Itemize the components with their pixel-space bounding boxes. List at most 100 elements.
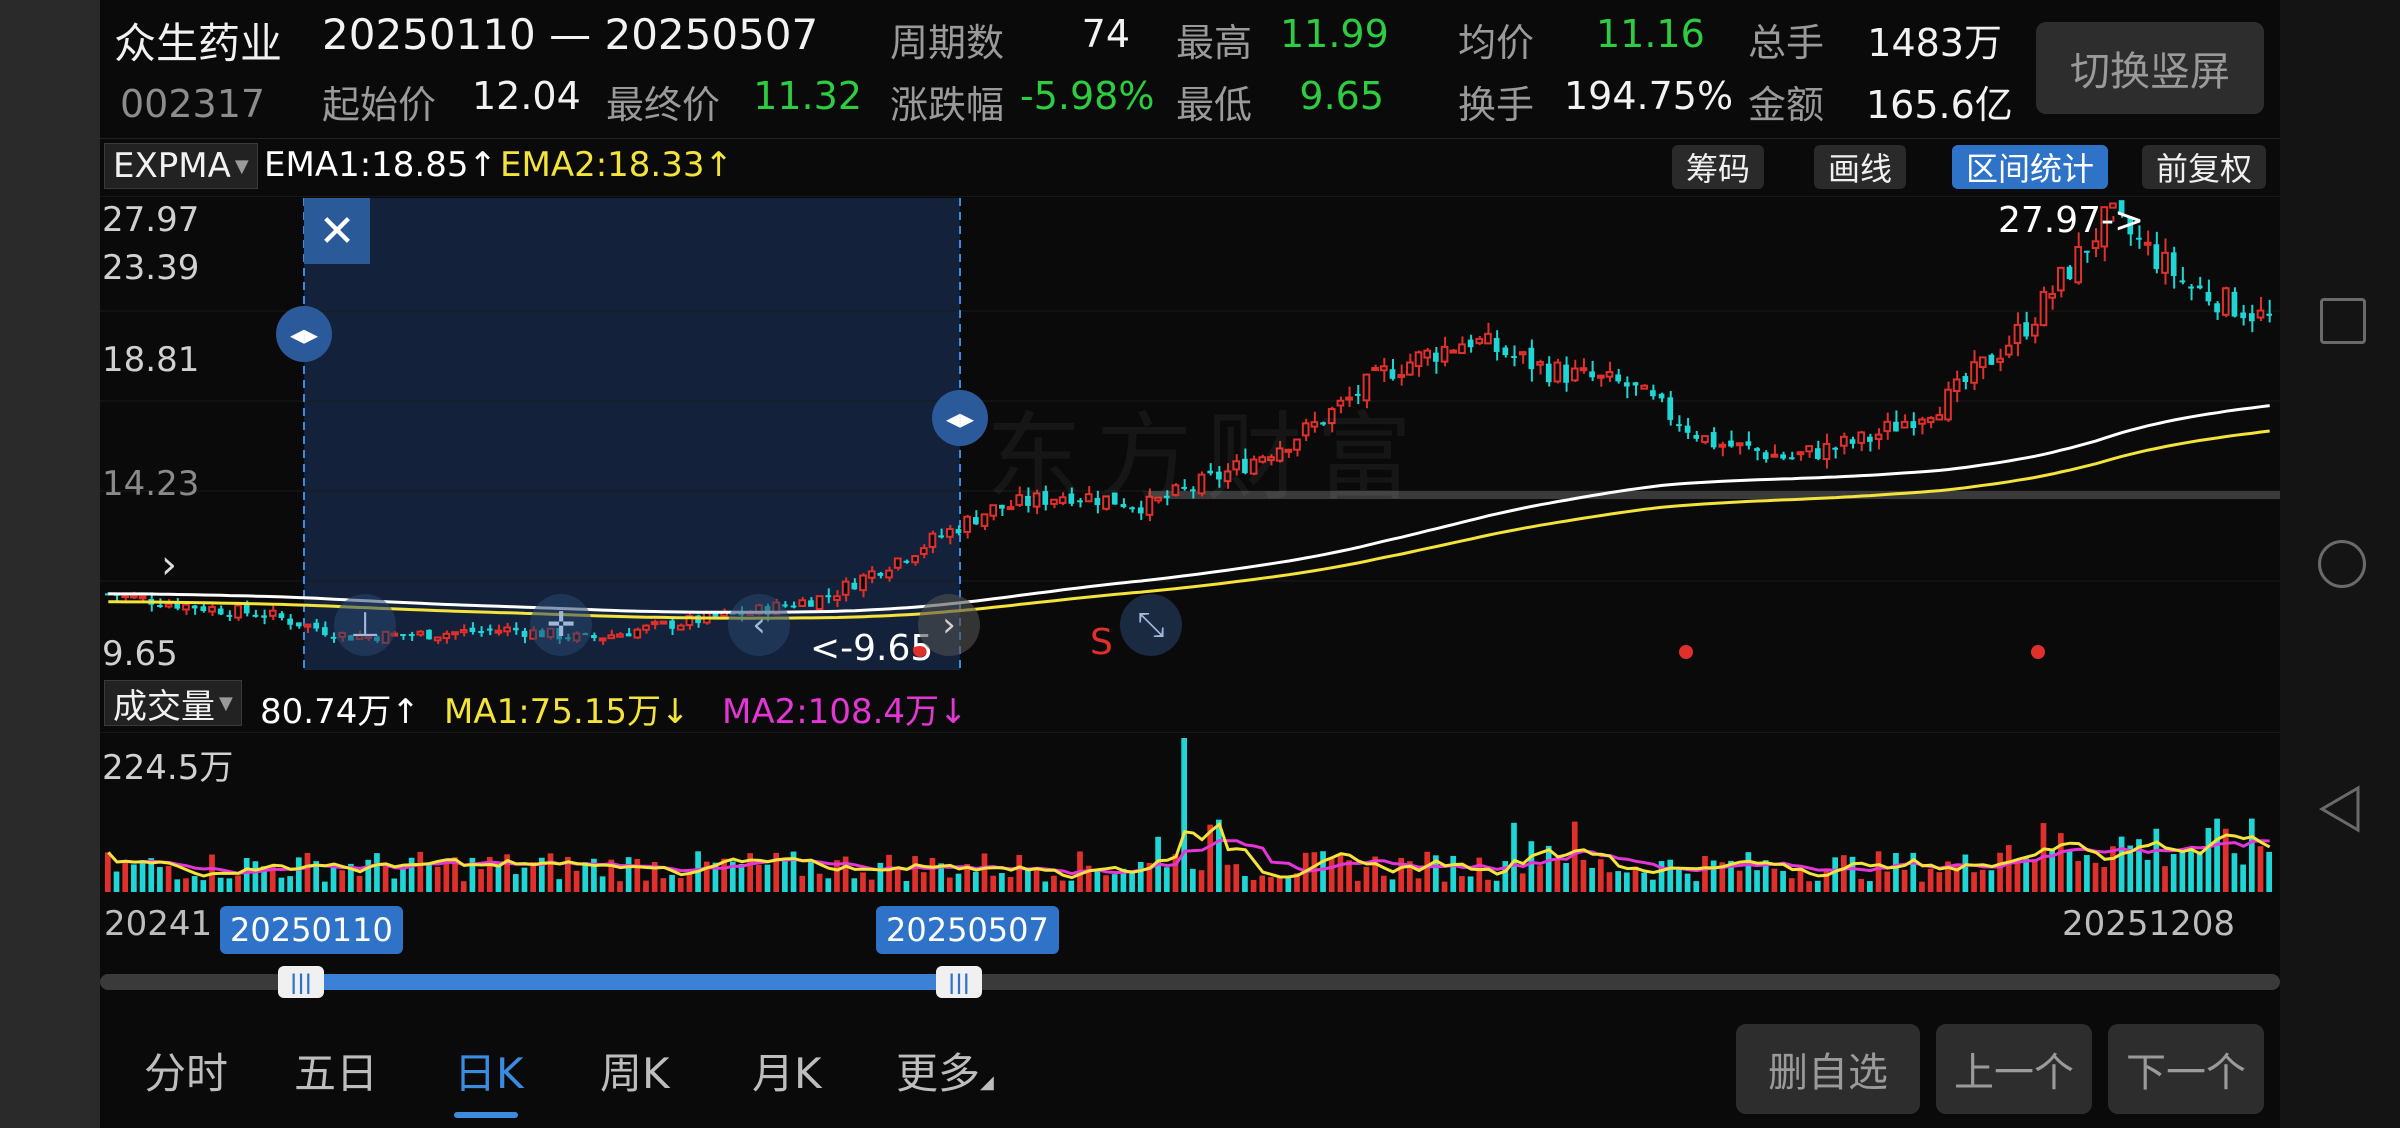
volume-bar [1398, 857, 1404, 892]
volume-bar [417, 851, 424, 892]
tab-intraday[interactable]: 分时 [144, 1049, 229, 1098]
previous-icon[interactable]: ‹ [728, 594, 790, 656]
volume-chart[interactable] [100, 732, 2280, 892]
volume-bar [929, 858, 936, 892]
turnover-label: 换手 [1458, 83, 1535, 127]
up-arrow-icon: ↑ [391, 692, 420, 732]
candle-body [1893, 421, 1899, 432]
tab-five-day[interactable]: 五日 [294, 1049, 379, 1098]
next-stock-button[interactable]: 下一个 [2108, 1024, 2264, 1114]
interval-end-drag-handle[interactable]: ◂▸ [932, 390, 988, 446]
volume-bar [1563, 863, 1569, 892]
recents-icon[interactable] [2320, 298, 2366, 344]
volume-bar [764, 864, 771, 892]
candle-body [1996, 357, 2004, 363]
interval-start-drag-handle[interactable]: ◂▸ [276, 306, 332, 362]
candle-body [1006, 506, 1015, 511]
volume-bar [1762, 860, 1769, 892]
candle-body [2214, 303, 2220, 313]
volume-bar [1589, 867, 1595, 892]
candle-body [1406, 361, 1414, 376]
candle-body [174, 601, 181, 609]
amount-value: 165.6亿 [1866, 83, 2013, 127]
crosshair-tool-icon[interactable]: ✛ [530, 594, 592, 656]
candle-body [1536, 361, 1544, 366]
volume-bar [2101, 867, 2108, 892]
next-icon[interactable]: › [918, 594, 980, 656]
candle-body [1077, 500, 1083, 503]
candle-body [2039, 290, 2048, 327]
period-tabs: 分时 五日 日K 周K 月K 更多◢ [100, 1020, 2280, 1128]
candle-body [2066, 266, 2073, 280]
candle-body [313, 622, 319, 629]
range-slider-start-handle[interactable]: ||| [278, 966, 324, 998]
volume-bar [1207, 824, 1214, 892]
candle-body [1935, 414, 1944, 421]
candle-body [2030, 323, 2039, 337]
candle-body [1735, 442, 1744, 447]
volume-bar [1450, 855, 1457, 892]
home-icon[interactable] [2318, 540, 2366, 588]
previous-stock-button[interactable]: 上一个 [1936, 1024, 2092, 1114]
collapse-icon[interactable]: ⤡ [1120, 594, 1182, 656]
candle-body [2240, 312, 2246, 319]
candle-body [1275, 447, 1284, 462]
total-hands-label: 总手 [1748, 21, 1825, 65]
candle-body [1050, 498, 1058, 505]
horizontal-line-tool-icon[interactable]: ⊥ [334, 594, 396, 656]
range-slider-end-handle[interactable]: ||| [936, 966, 982, 998]
candle-body [1362, 373, 1371, 402]
volume-bar [1997, 852, 2003, 892]
candle-body [1058, 496, 1067, 504]
tab-more[interactable]: 更多◢ [896, 1040, 994, 1101]
candlestick-chart[interactable]: S [100, 196, 2280, 672]
volume-bar [1806, 881, 1812, 892]
forward-adjust-button[interactable]: 前复权 [2142, 145, 2267, 189]
volume-bar [946, 877, 953, 892]
volume-bar [512, 874, 519, 892]
volume-bar [860, 872, 866, 892]
candle-body [2091, 240, 2100, 250]
ema1-value: EMA1:18.85 [264, 145, 469, 185]
chip-distribution-button[interactable]: 筹码 [1672, 145, 1765, 189]
candle-body [442, 632, 451, 640]
candle-body [919, 547, 928, 555]
volume-bar [1814, 880, 1821, 892]
switch-portrait-button[interactable]: 切换竖屏 [2036, 22, 2264, 114]
volume-bar [625, 857, 632, 892]
candle-body [243, 603, 250, 614]
volume-bar [1085, 865, 1092, 892]
candle-body [1832, 447, 1838, 450]
tab-daily-k[interactable]: 日K [454, 1049, 524, 1098]
indicator-selector[interactable]: EXPMA ▼ [104, 143, 258, 189]
volume-bar [1901, 869, 1908, 892]
volume-bar [183, 878, 189, 892]
volume-bar [981, 853, 988, 892]
selected-interval-area [304, 198, 960, 670]
back-icon[interactable] [2318, 784, 2362, 834]
candle-body [1371, 367, 1379, 372]
candle-body [459, 629, 468, 634]
volume-bar [651, 861, 658, 892]
interval-stats-button[interactable]: 区间统计 [1952, 145, 2109, 189]
volume-selector[interactable]: 成交量 ▼ [104, 680, 242, 727]
volume-bar [1129, 872, 1135, 892]
amount-label: 金额 [1748, 83, 1825, 127]
tab-weekly-k[interactable]: 周K [600, 1049, 670, 1098]
candle-body [1207, 470, 1214, 474]
candle-body [790, 605, 797, 608]
volume-bar [191, 876, 198, 892]
draw-line-button[interactable]: 画线 [1814, 145, 1907, 189]
volume-bar [1502, 861, 1509, 892]
candle-body [1944, 388, 1952, 421]
scroll-left-icon[interactable]: › [161, 542, 177, 588]
remove-watchlist-button[interactable]: 删自选 [1736, 1024, 1920, 1114]
volume-bar [1910, 852, 1917, 892]
dropdown-icon: ▼ [234, 155, 249, 177]
volume-bar [2170, 854, 2177, 892]
tab-monthly-k[interactable]: 月K [752, 1049, 822, 1098]
volume-bar [1945, 861, 1951, 892]
volume-bar [973, 871, 979, 892]
volume-bar [1441, 881, 1448, 892]
close-interval-button[interactable]: ✕ [304, 198, 370, 264]
